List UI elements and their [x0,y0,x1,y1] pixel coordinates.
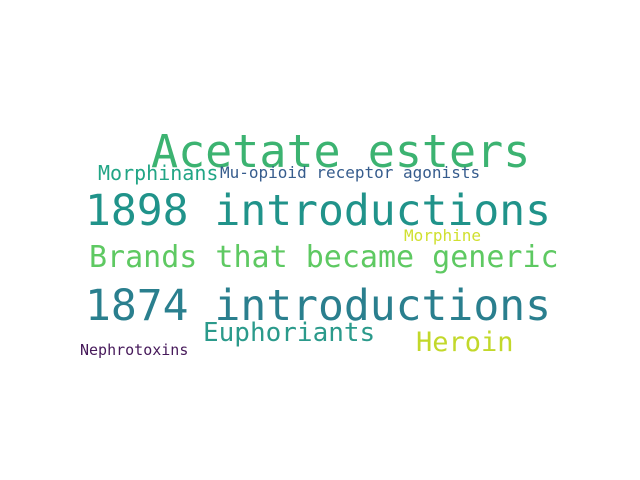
word-morphine: Morphine [404,226,482,245]
word-brands-that-became-generic: Brands that became generic [89,240,559,275]
word-nephrotoxins: Nephrotoxins [80,341,189,359]
word-heroin: Heroin [416,327,514,358]
word-acetate-esters: Acetate esters [151,125,531,178]
word-mu-opioid-receptor-agonists: Mu-opioid receptor agonists [220,163,481,182]
word-morphinans: Morphinans [98,161,219,185]
word-1874-introductions: 1874 introductions [85,281,551,331]
word-euphoriants: Euphoriants [203,318,376,348]
word-1898-introductions: 1898 introductions [85,186,551,236]
